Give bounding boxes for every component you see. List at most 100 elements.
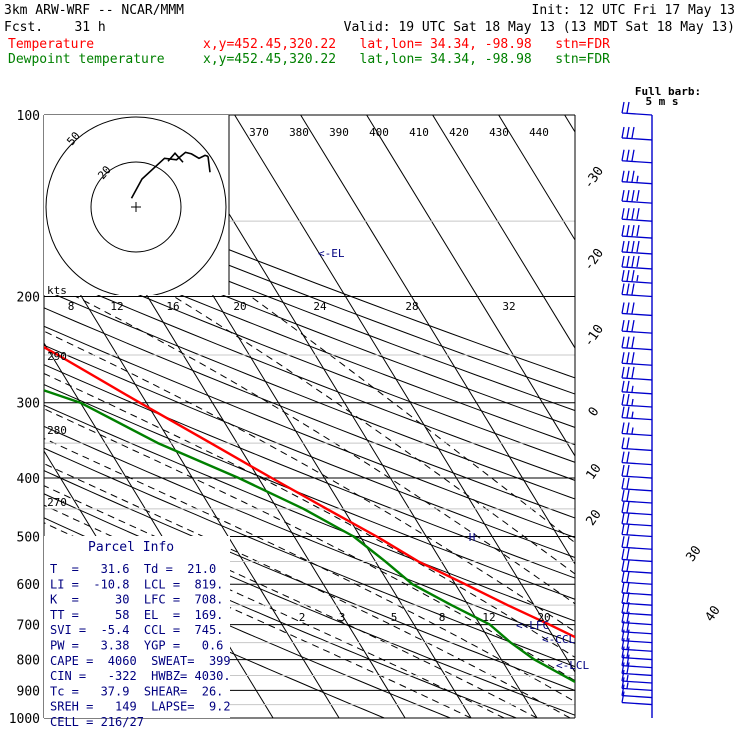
parcel-info-line: TT = 58 EL = 169. xyxy=(50,608,223,622)
pressure-tick-label: 900 xyxy=(17,684,40,699)
theta-tick-label: 410 xyxy=(409,126,429,139)
moist-adiabat xyxy=(250,296,575,544)
theta-tick-label: 290 xyxy=(47,350,67,363)
parcel-info-line: LI = -10.8 LCL = 819. xyxy=(50,577,223,591)
wind-barb xyxy=(621,126,653,141)
wind-barb xyxy=(621,677,653,692)
dry-adiabat xyxy=(44,404,575,622)
mixing-ratio-label: 8 xyxy=(439,611,446,624)
annotations: <-EL <-LFC<-CCL <-LCL H xyxy=(318,247,589,672)
wind-barb xyxy=(621,536,653,550)
theta-tick-label: 270 xyxy=(47,496,67,509)
upper-scale-label: 8 xyxy=(68,300,75,313)
pressure-tick-label: 500 xyxy=(17,530,40,545)
pressure-tick-label: 300 xyxy=(17,397,40,412)
upper-scale-label: 16 xyxy=(166,300,179,313)
dry-adiabat xyxy=(44,447,575,668)
isotherm-line xyxy=(366,115,575,457)
temperature-location: x,y=452.45,320.22 lat,lon= 34.34, -98.98… xyxy=(203,37,610,52)
dry-adiabat xyxy=(44,425,575,645)
wind-barb xyxy=(621,662,653,677)
theta-tick-label: 370 xyxy=(249,126,269,139)
isotherm-line xyxy=(300,115,575,565)
hodograph-trace xyxy=(167,152,211,173)
header: 3km ARW-WRF -- NCAR/MMM Init: 12 UTC Fri… xyxy=(4,3,735,67)
dry-adiabat xyxy=(44,364,575,579)
temperature-profile xyxy=(44,345,575,639)
dry-adiabat xyxy=(44,189,575,395)
isotherm-tick-label: 20 xyxy=(583,507,604,528)
dry-adiabat xyxy=(44,470,575,692)
mixing-ratio-label: 3 xyxy=(339,611,346,624)
parcel-info-line: K = 30 LFC = 708. xyxy=(50,593,223,607)
moist-adiabat xyxy=(44,522,472,718)
wind-barb xyxy=(621,620,653,635)
wind-barb xyxy=(621,149,653,164)
upper-scale-label: 20 xyxy=(233,300,246,313)
parcel-info-line: PW = 3.38 YGP = 0.6 xyxy=(50,639,223,653)
dry-adiabat xyxy=(44,205,575,412)
barb-legend-units: 5 m s xyxy=(645,95,678,108)
level-marker: H xyxy=(469,531,476,544)
wind-barb xyxy=(621,691,653,706)
wind-barb xyxy=(621,477,653,492)
valid-time: Valid: 19 UTC Sat 18 May 13 (13 MDT Sat … xyxy=(344,20,735,35)
wind-barb xyxy=(621,629,653,644)
temperature-legend: Temperature xyxy=(8,37,94,52)
isotherm-line xyxy=(432,115,575,349)
wind-barb xyxy=(621,393,653,408)
moist-adiabat xyxy=(44,463,571,718)
parcel-info-line: CIN = -322 HWBZ= 4030. xyxy=(50,669,231,683)
isotherm-line xyxy=(44,234,340,718)
isotherm-line xyxy=(168,115,538,718)
wind-barb xyxy=(621,255,653,270)
parcel-info-title: Parcel Info xyxy=(88,540,174,555)
pressure-tick-label: 200 xyxy=(17,291,40,306)
mixing-ratio-label: 5 xyxy=(391,611,398,624)
wind-barbs: Full barb:5 m s xyxy=(621,85,701,718)
wind-barb xyxy=(621,571,653,585)
dewpoint-profile xyxy=(44,389,575,683)
wind-barb xyxy=(621,240,653,255)
dewpoint-location: x,y=452.45,320.22 lat,lon= 34.34, -98.98… xyxy=(203,52,610,67)
parcel-info-line: SREH = 149 LAPSE= 9.2 xyxy=(50,700,231,714)
wind-barb xyxy=(621,208,653,222)
wind-barb xyxy=(621,548,653,563)
theta-tick-label: 390 xyxy=(329,126,349,139)
hodograph-rings xyxy=(45,116,227,295)
moist-adiabat xyxy=(173,296,575,575)
dewpoint-legend: Dewpoint temperature xyxy=(8,52,165,67)
isotherm-line xyxy=(498,115,575,241)
theta-tick-label: 420 xyxy=(449,126,469,139)
mixing-ratio-label: 20 xyxy=(537,611,550,624)
isotherm-tick-label: 10 xyxy=(583,461,604,482)
dry-adiabat xyxy=(44,221,575,428)
wind-barb xyxy=(621,406,653,421)
wind-barb xyxy=(621,302,653,317)
isotherm-tick-label: 0 xyxy=(586,404,603,419)
wind-barb xyxy=(621,189,653,204)
hodograph-ring xyxy=(45,116,227,295)
upper-scale-label: 28 xyxy=(405,300,418,313)
wind-barb xyxy=(621,512,653,527)
wind-barb xyxy=(621,380,653,395)
upper-scale-label: 32 xyxy=(502,300,515,313)
level-annotation: <-CCL xyxy=(542,633,575,646)
wind-barb xyxy=(621,320,653,334)
wind-barb xyxy=(621,601,653,616)
wind-barb xyxy=(621,366,653,381)
dry-adiabat xyxy=(44,174,575,379)
wind-barb xyxy=(621,464,653,479)
model-title: 3km ARW-WRF -- NCAR/MMM xyxy=(4,3,184,18)
dry-adiabat xyxy=(44,344,575,559)
wind-barb xyxy=(621,581,653,596)
level-annotation: <-LCL xyxy=(556,659,589,672)
pressure-tick-label: 800 xyxy=(17,654,40,669)
wind-barb xyxy=(621,592,653,606)
wind-barb xyxy=(621,422,653,437)
dry-adiabat xyxy=(44,384,575,600)
wind-barb xyxy=(621,523,653,538)
wind-barb xyxy=(621,224,653,239)
wind-barb xyxy=(621,283,653,298)
